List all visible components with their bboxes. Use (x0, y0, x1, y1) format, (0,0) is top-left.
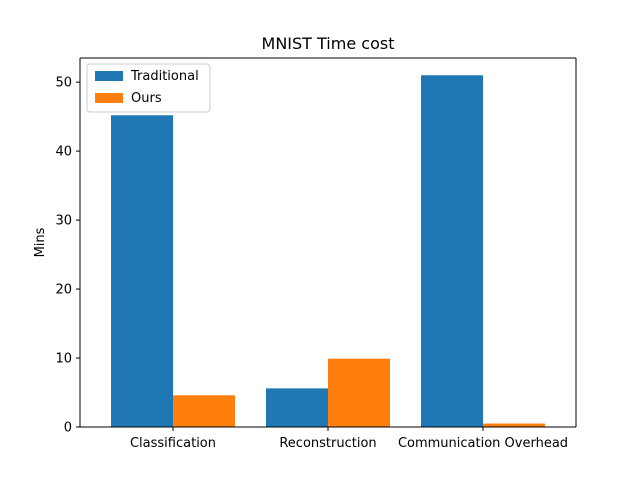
y-tick-label-50: 50 (55, 76, 72, 91)
x-tick-label-classification: Classification (130, 436, 216, 451)
chart-title: MNIST Time cost (262, 34, 395, 53)
y-axis-label: Mins (33, 227, 48, 257)
legend-label-traditional: Traditional (130, 69, 199, 84)
bars-group (111, 75, 545, 428)
bar-traditional-classification (111, 115, 173, 427)
bar-ours-classification (173, 395, 235, 427)
legend-swatch-traditional (95, 71, 123, 81)
legend: Traditional Ours (86, 63, 211, 113)
axes-group: 0 10 20 30 40 50 Classification Reconstruction C… (55, 57, 577, 451)
bar-traditional-communication-overhead (421, 75, 483, 428)
bar-ours-communication-overhead (483, 423, 545, 427)
legend-label-ours: Ours (131, 91, 162, 106)
y-tick-label-10: 10 (55, 352, 72, 367)
legend-swatch-ours (95, 93, 123, 103)
y-tick-label-30: 30 (55, 214, 72, 229)
y-tick-label-0: 0 (64, 421, 72, 436)
bar-ours-reconstruction (328, 358, 390, 427)
x-tick-label-reconstruction: Reconstruction (279, 436, 376, 451)
y-tick-label-20: 20 (55, 283, 72, 298)
x-tick-label-communication-overhead: Communication Overhead (398, 436, 568, 451)
bar-traditional-reconstruction (266, 388, 328, 427)
y-tick-label-40: 40 (55, 145, 72, 160)
